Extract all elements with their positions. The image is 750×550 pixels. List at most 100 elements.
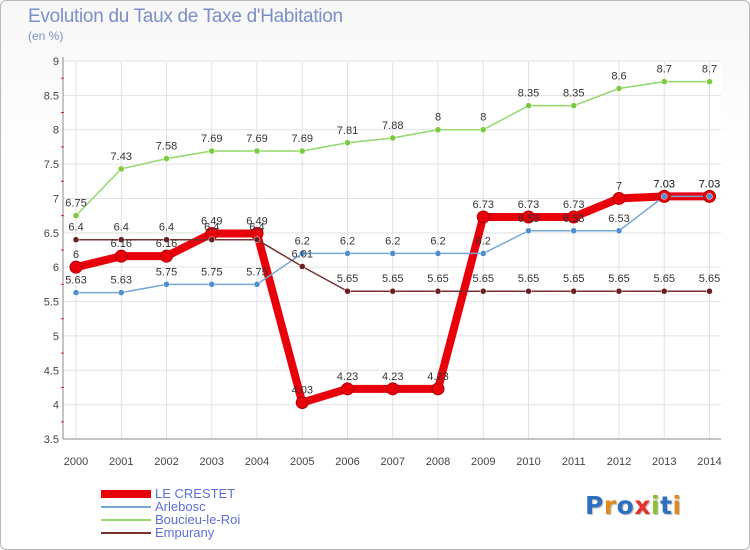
data-point-boucieu-le-roi — [72, 212, 80, 219]
legend-item: Empurany — [101, 526, 240, 539]
x-tick-label: 2004 — [245, 456, 269, 468]
data-label-le-crestet: 4.23 — [382, 371, 403, 383]
data-point-arlebosc — [344, 250, 351, 257]
data-label-arlebosc: 6.2 — [340, 235, 355, 247]
x-tick-label: 2000 — [64, 456, 88, 468]
data-point-arlebosc — [72, 289, 80, 296]
legend-label: Arlebosc — [155, 499, 206, 514]
chart-title: Evolution du Taux de Taxe d'Habitation — [28, 6, 343, 27]
data-point-arlebosc — [163, 281, 170, 288]
data-point-boucieu-le-roi — [118, 165, 125, 173]
data-point-arlebosc — [118, 289, 125, 296]
data-label-boucieu-le-roi: 7.58 — [156, 141, 177, 153]
legend-label: LE CRESTET — [155, 486, 236, 501]
data-point-boucieu-le-roi — [163, 155, 170, 162]
data-label-boucieu-le-roi: 6.75 — [65, 198, 86, 210]
data-label-empurany: 5.65 — [699, 273, 720, 285]
x-tick-label: 2010 — [516, 456, 540, 468]
chart-legend: LE CRESTET Arlebosc Boucieu-le-Roi Empurany — [101, 487, 240, 539]
data-label-arlebosc: 6.2 — [385, 235, 400, 247]
y-tick-label: 4 — [53, 400, 59, 412]
data-label-arlebosc: 6.53 — [518, 213, 539, 225]
data-label-boucieu-le-roi: 8 — [480, 112, 486, 124]
data-point-empurany — [253, 236, 261, 243]
y-tick-label: 4.5 — [44, 365, 59, 377]
legend-label: Empurany — [155, 525, 215, 540]
data-label-le-crestet: 7 — [616, 180, 622, 192]
x-tick-label: 2005 — [290, 456, 314, 468]
logo-letter: r — [603, 491, 617, 520]
data-label-arlebosc: 7.03 — [699, 178, 720, 190]
data-point-boucieu-le-roi — [706, 78, 713, 85]
data-label-boucieu-le-roi: 7.81 — [337, 125, 358, 137]
data-point-arlebosc — [208, 281, 215, 288]
data-point-boucieu-le-roi — [344, 139, 351, 147]
data-label-empurany: 6.4 — [204, 222, 219, 234]
data-label-le-crestet: 6.49 — [246, 216, 267, 228]
data-label-empurany: 5.65 — [563, 273, 584, 285]
data-label-le-crestet: 6.16 — [111, 238, 132, 250]
data-label-boucieu-le-roi: 8.35 — [563, 88, 584, 100]
legend-swatch — [101, 505, 151, 508]
y-tick-label: 5 — [53, 331, 59, 343]
data-label-le-crestet: 6 — [73, 249, 79, 261]
data-label-empurany: 6.01 — [292, 248, 313, 260]
x-tick-label: 2007 — [381, 456, 405, 468]
data-point-le-crestet — [567, 210, 581, 224]
data-point-le-crestet — [386, 382, 400, 396]
data-label-empurany: 6.4 — [68, 222, 83, 234]
data-label-empurany: 5.65 — [608, 273, 629, 285]
data-label-boucieu-le-roi: 8.35 — [518, 88, 539, 100]
data-point-le-crestet — [69, 260, 83, 274]
data-point-empurany — [72, 236, 80, 243]
data-label-le-crestet: 7.03 — [699, 178, 720, 190]
data-point-le-crestet — [160, 249, 173, 263]
data-label-empurany: 6.4 — [159, 222, 174, 234]
proxiti-logo: Proxiti — [585, 491, 682, 520]
y-tick-label: 3.5 — [44, 434, 59, 446]
data-point-empurany — [661, 287, 668, 295]
data-label-empurany: 5.65 — [654, 273, 675, 285]
data-point-boucieu-le-roi — [615, 85, 623, 92]
data-label-arlebosc: 6.53 — [608, 213, 629, 225]
data-point-boucieu-le-roi — [299, 147, 306, 155]
logo-letter: t — [660, 491, 673, 520]
logo-letter: o — [616, 491, 635, 520]
data-point-empurany — [570, 287, 577, 295]
data-label-boucieu-le-roi: 8 — [435, 112, 441, 124]
data-point-arlebosc — [570, 227, 577, 235]
chart-unit-label: (en %) — [28, 29, 64, 43]
logo-letter: i — [672, 491, 682, 520]
data-point-empurany — [299, 263, 306, 270]
data-label-arlebosc: 5.75 — [246, 266, 267, 278]
data-point-arlebosc — [253, 281, 261, 288]
x-tick-label: 2003 — [200, 456, 224, 468]
logo-letter: P — [585, 491, 604, 520]
x-tick-label: 2011 — [562, 456, 586, 468]
data-label-le-crestet: 7.03 — [654, 178, 675, 190]
data-point-boucieu-le-roi — [480, 126, 487, 133]
data-label-arlebosc: 6.2 — [476, 235, 491, 247]
legend-swatch — [101, 489, 151, 498]
data-point-boucieu-le-roi — [434, 126, 442, 133]
data-label-le-crestet: 4.03 — [292, 385, 313, 397]
y-tick-label: 7.5 — [44, 159, 59, 171]
data-label-boucieu-le-roi: 8.6 — [611, 70, 626, 82]
x-tick-label: 2009 — [471, 456, 495, 468]
data-label-arlebosc: 6.53 — [563, 213, 584, 225]
data-point-le-crestet — [522, 210, 535, 224]
legend-swatch — [101, 518, 151, 521]
data-label-empurany: 5.65 — [427, 273, 448, 285]
data-label-arlebosc: 5.63 — [111, 275, 132, 287]
data-point-arlebosc — [434, 250, 442, 257]
y-tick-label: 8 — [53, 125, 59, 137]
data-point-boucieu-le-roi — [570, 102, 577, 109]
data-label-empurany: 5.65 — [337, 273, 358, 285]
y-tick-label: 6.5 — [44, 228, 59, 240]
data-label-boucieu-le-roi: 7.69 — [292, 133, 313, 145]
data-label-boucieu-le-roi: 7.88 — [382, 120, 403, 132]
data-point-empurany — [525, 287, 532, 295]
data-point-le-crestet — [114, 249, 128, 263]
data-point-le-crestet — [341, 382, 354, 396]
